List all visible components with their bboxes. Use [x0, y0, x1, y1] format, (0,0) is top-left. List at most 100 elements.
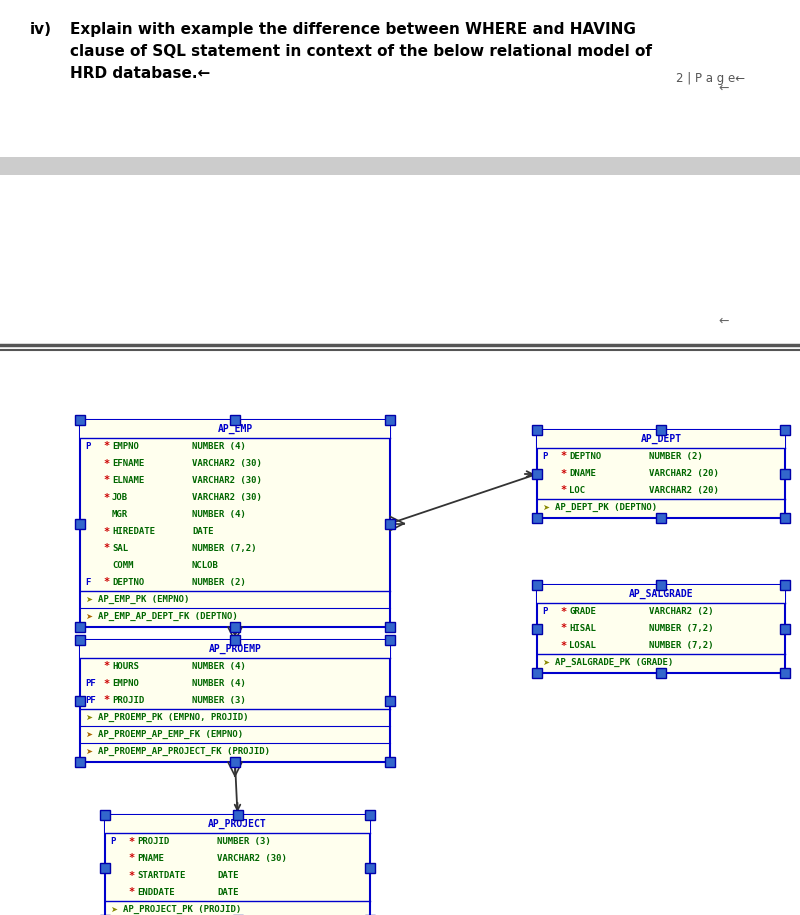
Bar [780, 624, 790, 634]
Text: NUMBER (2): NUMBER (2) [649, 452, 702, 461]
Text: *: * [103, 695, 110, 705]
Text: ENDDATE: ENDDATE [137, 888, 174, 897]
Text: VARCHAR2 (30): VARCHAR2 (30) [192, 476, 262, 485]
Bar [780, 425, 790, 435]
Text: 2 | P a g e←: 2 | P a g e← [676, 72, 745, 85]
Bar [780, 513, 790, 523]
Text: *: * [560, 607, 566, 617]
Bar [365, 863, 375, 873]
Bar [230, 757, 240, 767]
Text: AP_PROEMP_AP_PROJECT_FK (PROJID): AP_PROEMP_AP_PROJECT_FK (PROJID) [98, 747, 270, 756]
Text: NUMBER (3): NUMBER (3) [217, 837, 270, 846]
Text: ➤: ➤ [85, 747, 92, 756]
Text: *: * [560, 640, 566, 651]
Text: ←: ← [718, 82, 729, 95]
Bar [780, 469, 790, 479]
Text: PROJID: PROJID [137, 837, 170, 846]
Text: VARCHAR2 (20): VARCHAR2 (20) [649, 469, 719, 478]
Text: *: * [103, 458, 110, 468]
Text: P: P [110, 837, 115, 846]
Text: *: * [103, 526, 110, 536]
Text: clause of SQL statement in context of the below relational model of: clause of SQL statement in context of th… [70, 44, 652, 59]
Bar [532, 513, 542, 523]
Bar [385, 519, 395, 529]
Bar [532, 668, 542, 678]
Text: Explain with example the difference between WHERE and HAVING: Explain with example the difference betw… [70, 22, 636, 37]
Text: EMPNO: EMPNO [112, 679, 139, 688]
Bar [100, 863, 110, 873]
Text: AP_PROEMP: AP_PROEMP [209, 644, 262, 654]
Text: COMM: COMM [112, 561, 134, 570]
Text: *: * [560, 451, 566, 461]
Bar [385, 415, 395, 425]
Text: EFNAME: EFNAME [112, 459, 144, 468]
Bar [75, 757, 85, 767]
Text: *: * [128, 870, 134, 880]
Bar [75, 696, 85, 706]
Text: iv): iv) [30, 22, 52, 37]
Text: NUMBER (4): NUMBER (4) [192, 679, 246, 688]
Text: NUMBER (4): NUMBER (4) [192, 442, 246, 451]
Bar [105, 815, 370, 833]
Text: ➤: ➤ [542, 658, 549, 667]
Text: *: * [560, 468, 566, 479]
Text: LOSAL: LOSAL [569, 641, 596, 650]
Bar [780, 668, 790, 678]
Bar [80, 420, 390, 438]
Bar [532, 469, 542, 479]
Bar [656, 513, 666, 523]
Text: NUMBER (7,2): NUMBER (7,2) [192, 544, 257, 553]
Text: *: * [560, 486, 566, 496]
Bar [537, 430, 785, 518]
Text: ➤: ➤ [85, 730, 92, 739]
Text: HISAL: HISAL [569, 624, 596, 633]
Bar [385, 696, 395, 706]
Text: *: * [560, 623, 566, 633]
Text: NUMBER (7,2): NUMBER (7,2) [649, 641, 714, 650]
Text: NUMBER (4): NUMBER (4) [192, 510, 246, 519]
Text: PF: PF [85, 696, 96, 705]
Text: AP_EMP_AP_DEPT_FK (DEPTNO): AP_EMP_AP_DEPT_FK (DEPTNO) [98, 612, 238, 621]
Text: P: P [542, 607, 547, 616]
Text: AP_SALGRADE_PK (GRADE): AP_SALGRADE_PK (GRADE) [555, 658, 674, 667]
Bar [105, 815, 370, 915]
Bar [385, 757, 395, 767]
Text: NUMBER (4): NUMBER (4) [192, 662, 246, 671]
Text: ➤: ➤ [110, 905, 117, 914]
Text: VARCHAR2 (30): VARCHAR2 (30) [217, 854, 287, 863]
Bar [532, 425, 542, 435]
Text: AP_SALGRADE: AP_SALGRADE [629, 589, 694, 599]
Bar [537, 585, 785, 673]
Bar [385, 635, 395, 645]
Text: P: P [542, 452, 547, 461]
Text: ➤: ➤ [542, 503, 549, 512]
Bar [656, 668, 666, 678]
Text: VARCHAR2 (20): VARCHAR2 (20) [649, 486, 719, 495]
Text: HIREDATE: HIREDATE [112, 527, 155, 536]
Text: LOC: LOC [569, 486, 585, 495]
Text: *: * [103, 492, 110, 502]
Text: ➤: ➤ [85, 595, 92, 604]
Text: ➤: ➤ [85, 713, 92, 722]
Text: PROJID: PROJID [112, 696, 144, 705]
Text: *: * [103, 577, 110, 587]
Text: VARCHAR2 (30): VARCHAR2 (30) [192, 493, 262, 502]
Text: AP_EMP: AP_EMP [218, 424, 253, 434]
Bar [385, 622, 395, 632]
Text: ELNAME: ELNAME [112, 476, 144, 485]
Text: ←: ← [718, 315, 729, 328]
Text: *: * [128, 836, 134, 846]
Text: *: * [128, 854, 134, 864]
Text: NCLOB: NCLOB [192, 561, 219, 570]
Text: NUMBER (7,2): NUMBER (7,2) [649, 624, 714, 633]
Text: *: * [103, 544, 110, 554]
Text: AP_PROEMP_AP_EMP_FK (EMPNO): AP_PROEMP_AP_EMP_FK (EMPNO) [98, 730, 243, 739]
Text: AP_PROJECT_PK (PROJID): AP_PROJECT_PK (PROJID) [123, 905, 242, 914]
Bar [230, 622, 240, 632]
Bar [80, 640, 390, 762]
Bar [233, 810, 242, 820]
Text: DEPTNO: DEPTNO [569, 452, 602, 461]
Bar [80, 640, 390, 658]
Text: *: * [128, 888, 134, 898]
Text: SAL: SAL [112, 544, 128, 553]
